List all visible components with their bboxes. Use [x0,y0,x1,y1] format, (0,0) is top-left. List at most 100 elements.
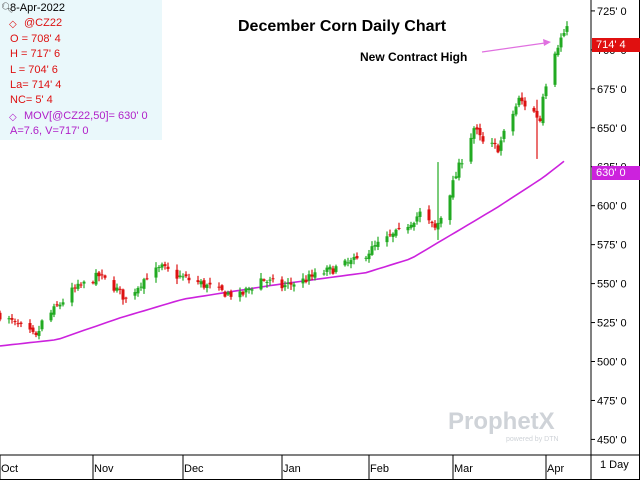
candle-body [61,302,65,305]
info-open: O = 708' 4 [10,32,61,45]
diamond-icon[interactable]: ◇ [9,19,17,31]
y-tick-label: 600' 0 [597,201,627,213]
candle-body [13,321,17,323]
candle-body [406,226,410,231]
candle-body [247,288,251,291]
candle-body [142,279,146,289]
info-net-change: NC= 5' 4 [10,94,53,107]
candle-body [565,26,569,32]
candle-body [31,327,35,332]
candle-body [133,292,137,296]
info-moving-average: MOV[@CZ22,50]= 630' 0 [24,109,148,122]
candle-body [238,291,242,298]
chart-title: December Corn Daily Chart [238,18,447,35]
candle-body [16,323,20,325]
candle-body [7,318,11,320]
x-tick-label: Dec [184,463,204,475]
y-tick-label: 450' 0 [597,434,627,446]
candle-body [184,274,188,277]
candle-body [418,211,422,217]
x-tick-label: Feb [370,463,389,475]
candle-body [175,269,179,279]
candle-body [430,221,434,224]
candle-body [229,291,233,297]
candle-body [448,195,452,221]
candle-body [121,289,125,300]
candles-layer [0,21,569,340]
candle-body [313,272,317,278]
candle-body [370,246,374,255]
candle-body [502,130,506,139]
candle-body [58,304,62,307]
candle-body [10,318,14,320]
candle-body [91,282,95,284]
candle-body [544,86,548,97]
y-tick-label: 675' 0 [597,84,627,96]
candle-body [115,287,119,291]
x-tick-label: Nov [94,463,114,475]
candle-body [217,286,221,288]
candle-body [28,323,32,330]
moving-average-layer [0,160,565,347]
y-tick-label: 575' 0 [597,240,627,252]
candle-body [328,266,332,270]
candle-body [409,224,413,228]
candle-body [511,113,515,132]
candle-body [154,267,158,278]
candle-body [439,217,443,224]
interval-selector[interactable]: 1 Day [600,459,629,471]
y-tick-label: 725' 0 [597,6,627,18]
x-tick-label: Mar [454,463,473,475]
candle-body [433,223,437,228]
candle-body [199,281,203,285]
prophetx-logo-subtitle: powered by DTN [506,436,559,443]
candle-body [475,127,479,130]
annotation-layer [481,39,551,53]
candle-body [286,282,290,284]
candle-body [373,245,377,247]
candle-body [283,285,287,288]
candle-body [157,267,161,269]
candle-body [262,279,266,281]
magnifier-icon[interactable]: 🔍︎ [1,3,14,14]
candle-body [523,100,527,107]
candle-body [187,277,191,281]
candle-body [103,275,107,278]
candle-body [205,284,209,289]
candle-body [394,229,398,236]
candle-body [349,260,353,265]
candle-body [364,257,368,259]
candle-body [304,279,308,283]
candle-body [70,287,74,303]
candle-body [259,278,263,290]
info-panel: 🔍︎ 8-Apr-2022 ◇ @CZ22 O = 708' 4 H = 717'… [0,0,170,140]
candle-body [388,234,392,236]
candle-body [427,209,431,221]
candle-body [19,322,23,324]
candle-body [280,279,284,289]
candle-body [532,108,536,112]
candle-body [310,274,314,277]
candle-body [478,128,482,136]
candle-body [0,312,2,320]
candle-body [493,142,497,145]
candle-body [289,282,293,285]
candle-body [322,273,326,275]
candle-body [244,288,248,293]
diamond-icon[interactable]: ◇ [9,111,17,123]
candle-body [196,280,200,283]
info-volume: A=7.6, V=717' 0 [10,125,89,138]
candle-body [49,312,53,321]
candle-body [178,275,182,277]
candle-body [415,216,419,222]
candle-body [250,289,254,291]
candle-body [490,142,494,144]
candle-body [331,268,335,274]
candle-body [265,281,269,283]
candle-body [553,53,557,85]
candle-body [124,297,128,299]
info-last: La= 714' 4 [10,78,62,91]
info-symbol: @CZ22 [24,17,63,30]
candle-body [352,257,356,260]
candle-body [343,260,347,266]
